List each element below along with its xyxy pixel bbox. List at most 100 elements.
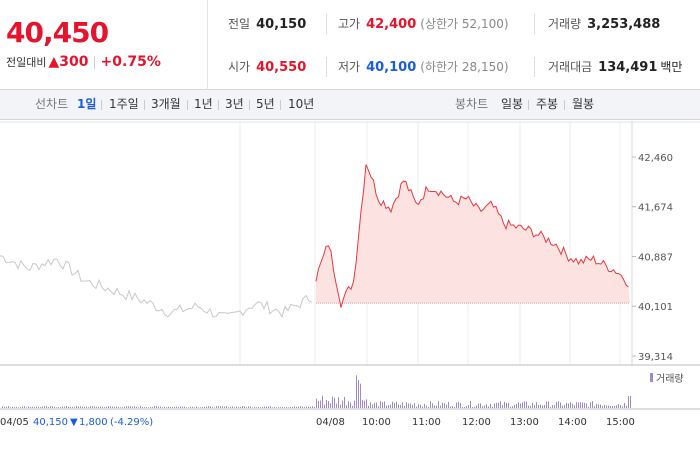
prev-day-line xyxy=(0,255,313,318)
volume-bar xyxy=(84,407,85,408)
volume-bar xyxy=(60,407,61,408)
tab-monthly-candle[interactable]: 월봉 xyxy=(572,97,595,111)
volume-bar xyxy=(444,403,445,408)
volume-bar xyxy=(372,404,373,408)
volume-bar xyxy=(82,406,83,408)
volume-bar xyxy=(182,406,183,408)
volume-bar xyxy=(214,407,215,408)
y-tick-label: 42,460 xyxy=(638,153,673,164)
volume-bar xyxy=(118,406,119,408)
volume-bar xyxy=(384,401,385,408)
volume-bar xyxy=(370,402,371,408)
tab-weekly-candle[interactable]: 주봉 xyxy=(536,97,559,111)
volume-bar xyxy=(148,407,149,408)
volume-bar xyxy=(478,403,479,408)
volume-bar xyxy=(74,407,75,408)
volume-bar xyxy=(524,401,525,408)
volume-bar xyxy=(230,407,231,408)
volume-bar xyxy=(274,406,275,408)
volume-bar xyxy=(472,406,473,408)
prev-close-value: 40,150 xyxy=(33,417,68,428)
x-axis-labels: 04/05 04/08 10:00 11:00 12:00 13:00 14:00 15:00 xyxy=(0,417,635,428)
volume-bar xyxy=(334,397,335,408)
x-tick-label: 15:00 xyxy=(606,417,635,428)
volume-bar xyxy=(254,407,255,408)
volume-bar xyxy=(488,406,489,408)
volume-bar xyxy=(322,395,323,408)
candle-chart-label: 봉차트 xyxy=(455,97,489,111)
volume-bar xyxy=(382,402,383,408)
stat-label: 거래대금 xyxy=(548,60,593,74)
volume-bar xyxy=(94,406,95,408)
stat-value: 3,253,488 xyxy=(587,17,661,32)
volume-bar xyxy=(132,406,133,408)
volume-bar xyxy=(244,406,245,408)
volume-bar xyxy=(330,403,331,408)
volume-bar xyxy=(536,402,537,408)
volume-bar xyxy=(102,406,103,408)
volume-bar xyxy=(492,406,493,408)
volume-bar xyxy=(490,404,491,408)
divider xyxy=(187,100,188,110)
volume-bar xyxy=(328,401,329,408)
volume-bar xyxy=(404,406,405,408)
volume-bar xyxy=(12,406,13,408)
tab-daily-candle[interactable]: 일봉 xyxy=(501,97,524,111)
volume-bar xyxy=(70,406,71,408)
volume-bar xyxy=(100,406,101,408)
tab-1-week[interactable]: 1주일 xyxy=(109,97,139,111)
divider xyxy=(280,100,281,110)
volume-bar xyxy=(130,406,131,408)
volume-bar xyxy=(52,406,53,408)
volume-bar xyxy=(314,407,315,408)
today-price-line xyxy=(315,164,629,308)
volume-bar xyxy=(54,406,55,408)
volume-bar xyxy=(128,406,129,408)
volume-bar xyxy=(356,375,357,408)
chart-tabs: 선차트 1일 1주일 3개월 1년 3년 5년 10년 봉차트 일봉 주봉 월봉 xyxy=(0,90,700,120)
volume-bar xyxy=(402,402,403,408)
volume-bar xyxy=(200,407,201,408)
volume-bar xyxy=(562,405,563,408)
tab-10-years[interactable]: 10년 xyxy=(288,97,315,111)
volume-bar xyxy=(8,406,9,408)
volume-bar xyxy=(236,406,237,408)
volume-bar xyxy=(534,405,535,408)
volume-bar xyxy=(170,407,171,408)
tab-5-years[interactable]: 5년 xyxy=(256,97,275,111)
volume-bar xyxy=(480,403,481,408)
volume-bar xyxy=(496,402,497,408)
volume-bar xyxy=(264,406,265,408)
volume-bar xyxy=(304,406,305,408)
volume-bar xyxy=(10,407,11,408)
volume-bar xyxy=(412,404,413,408)
volume-bar xyxy=(608,405,609,408)
volume-bar xyxy=(180,406,181,408)
volume-bar xyxy=(456,402,457,408)
volume-bar xyxy=(144,407,145,408)
volume-bar xyxy=(532,403,533,408)
stat-value: 40,550 xyxy=(256,60,307,75)
stat-label: 저가 xyxy=(338,60,361,74)
volume-bar xyxy=(502,405,503,408)
volume-bar xyxy=(420,404,421,408)
stat-label: 전일 xyxy=(228,17,251,31)
tab-3-months[interactable]: 3개월 xyxy=(151,97,181,111)
volume-bar xyxy=(78,406,79,408)
volume-bar xyxy=(280,407,281,408)
volume-bar xyxy=(630,396,631,408)
volume-bar xyxy=(92,406,93,408)
volume-bar xyxy=(520,403,521,408)
tab-3-years[interactable]: 3년 xyxy=(225,97,244,111)
stat-low: 저가 40,100 (하한가 28,150) xyxy=(338,45,509,89)
volume-bar xyxy=(238,406,239,408)
volume-bar xyxy=(266,406,267,408)
volume-bar xyxy=(514,405,515,408)
volume-bar xyxy=(48,406,49,408)
volume-bar xyxy=(50,406,51,408)
tab-1-day[interactable]: 1일 xyxy=(77,97,97,111)
volume-bar xyxy=(326,400,327,408)
volume-bar xyxy=(618,404,619,408)
tab-1-year[interactable]: 1년 xyxy=(194,97,213,111)
volume-bar xyxy=(310,407,311,408)
